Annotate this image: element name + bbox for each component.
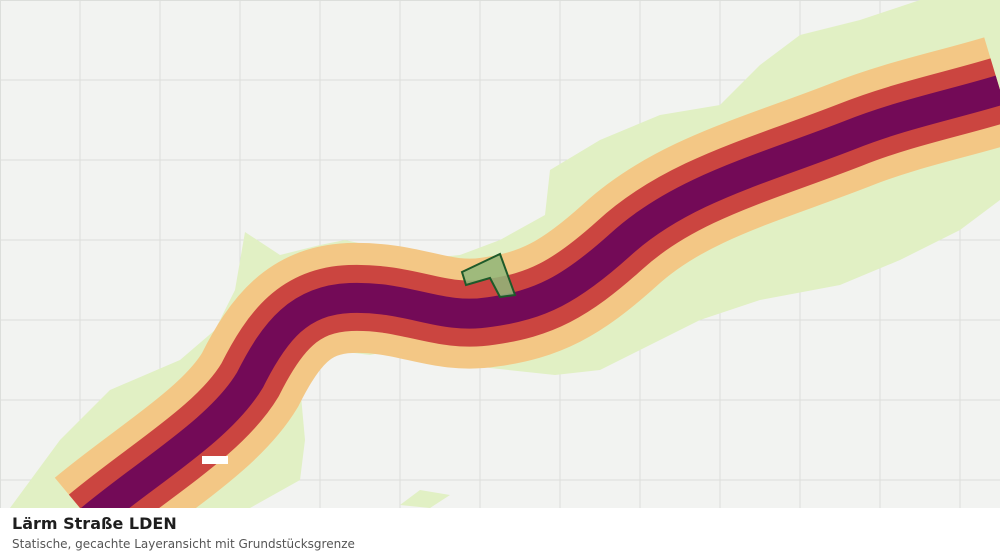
map-title: Lärm Straße LDEN (12, 514, 177, 533)
caption: Lärm Straße LDEN Statische, gecachte Lay… (0, 508, 1000, 560)
map-subtitle: Statische, gecachte Layeransicht mit Gru… (12, 537, 355, 551)
noise-map (0, 0, 1000, 508)
noise-zone-very-high (80, 75, 1000, 508)
parcel-boundary (460, 252, 517, 299)
map-gap (202, 456, 228, 464)
